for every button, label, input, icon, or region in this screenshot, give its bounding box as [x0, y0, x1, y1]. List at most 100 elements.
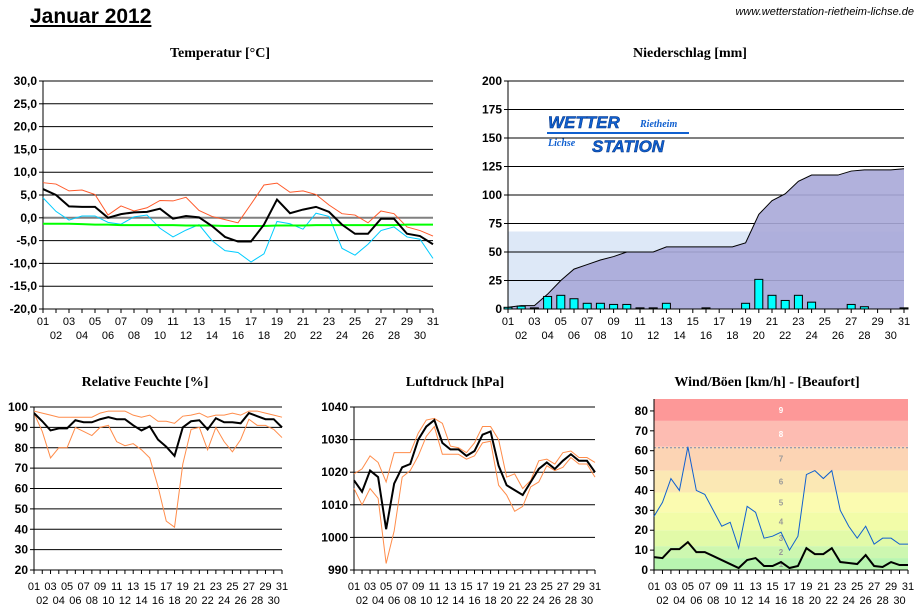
beaufort-label: 9 [779, 406, 784, 415]
x-tick-label: 16 [232, 330, 244, 342]
x-tick-label: 11 [167, 316, 178, 328]
x-tick-label: 19 [271, 316, 283, 328]
x-tick-label: 17 [476, 581, 488, 593]
x-tick-label: 16 [152, 595, 164, 607]
y-tick-label: 25 [489, 274, 503, 288]
x-tick-label: 08 [128, 330, 140, 342]
y-tick-label: 30 [15, 543, 29, 557]
x-tick-label: 20 [284, 330, 296, 342]
x-tick-label: 31 [276, 581, 288, 593]
x-tick-label: 07 [396, 581, 408, 593]
x-tick-label: 05 [682, 581, 694, 593]
x-tick-label: 20 [809, 595, 821, 607]
precip-bar [767, 294, 777, 310]
y-tick-label: 40 [635, 483, 649, 497]
x-tick-label: 27 [868, 581, 880, 593]
logo-divider [547, 132, 689, 134]
x-tick-label: 16 [468, 595, 480, 607]
x-tick-label: 15 [766, 581, 778, 593]
y-tick-label: 25,0 [14, 97, 38, 111]
precip-bar [846, 303, 856, 310]
wind-chart: 1234567898070605040302010001020304050607… [635, 399, 914, 607]
y-tick-label: 20 [15, 563, 29, 577]
x-tick-label: 31 [427, 316, 439, 328]
wind-chart-title: Wind/Böen [km/h] - [Beaufort] [674, 375, 860, 390]
x-tick-label: 08 [404, 595, 416, 607]
x-tick-label: 05 [89, 316, 101, 328]
x-tick-label: 15 [687, 316, 699, 328]
x-tick-label: 11 [634, 316, 645, 328]
x-tick-label: 03 [63, 316, 75, 328]
x-tick-label: 13 [660, 316, 672, 328]
x-tick-label: 01 [502, 316, 514, 328]
pressure-min-series [353, 425, 596, 564]
precip-bar [780, 299, 790, 310]
y-tick-label: 90 [15, 420, 29, 434]
x-tick-label: 26 [235, 595, 247, 607]
x-tick-label: 01 [348, 581, 360, 593]
precip-bar [569, 298, 579, 310]
x-tick-label: 31 [902, 581, 914, 593]
x-tick-label: 26 [860, 595, 872, 607]
x-tick-label: 06 [568, 330, 580, 342]
x-tick-label: 23 [323, 316, 335, 328]
x-tick-label: 24 [533, 595, 545, 607]
x-tick-label: 06 [690, 595, 702, 607]
x-tick-label: 10 [621, 330, 633, 342]
x-tick-label: 13 [127, 581, 139, 593]
pressure-chart-title: Luftdruck [hPa] [405, 375, 505, 390]
x-tick-label: 01 [37, 316, 49, 328]
y-tick-label: 100 [482, 188, 502, 202]
x-tick-label: 05 [555, 316, 567, 328]
beaufort-label: 8 [779, 430, 784, 439]
x-tick-label: 17 [783, 581, 795, 593]
x-tick-label: 07 [581, 316, 593, 328]
x-tick-label: 23 [525, 581, 537, 593]
y-tick-label: 10 [635, 543, 649, 557]
x-tick-label: 30 [581, 595, 593, 607]
x-tick-label: 20 [501, 595, 513, 607]
x-tick-label: 13 [444, 581, 456, 593]
website-url: www.wetterstation-rietheim-lichse.de [735, 6, 914, 18]
y-tick-label: 200 [482, 74, 502, 88]
x-tick-label: 09 [716, 581, 728, 593]
beaufort-label: 3 [779, 534, 784, 543]
precip-bar [754, 278, 764, 310]
x-tick-label: 04 [673, 595, 685, 607]
x-tick-label: 02 [515, 330, 527, 342]
x-tick-label: 02 [656, 595, 668, 607]
x-tick-label: 22 [201, 595, 213, 607]
x-tick-label: 21 [509, 581, 521, 593]
pressure-chart: 1040103010201010100099001020304050607080… [321, 400, 601, 607]
x-tick-label: 26 [832, 330, 844, 342]
x-tick-label: 19 [492, 581, 504, 593]
x-tick-label: 22 [779, 330, 791, 342]
beaufort-label: 5 [779, 498, 784, 507]
humidity-chart-title: Relative Feuchte [%] [81, 375, 209, 390]
x-tick-label: 19 [177, 581, 189, 593]
y-tick-label: 1000 [321, 530, 348, 544]
x-tick-label: 15 [460, 581, 472, 593]
wind-gust-series [653, 446, 908, 552]
x-tick-label: 11 [733, 581, 744, 593]
x-tick-label: 15 [219, 316, 231, 328]
x-tick-label: 12 [647, 330, 659, 342]
x-tick-label: 30 [885, 330, 897, 342]
y-tick-label: 15,0 [14, 142, 38, 156]
x-tick-label: 11 [429, 581, 440, 593]
y-tick-label: 60 [635, 444, 649, 458]
x-tick-label: 28 [858, 330, 870, 342]
x-tick-label: 14 [206, 330, 218, 342]
x-tick-label: 18 [484, 595, 496, 607]
temperature-chart-title: Temperatur [°C] [169, 46, 271, 61]
precip-bar [807, 301, 817, 310]
y-tick-label: 20 [635, 523, 649, 537]
y-tick-label: 0 [495, 302, 502, 316]
x-tick-label: 09 [94, 581, 106, 593]
y-tick-label: 80 [635, 404, 649, 418]
x-tick-label: 24 [805, 330, 817, 342]
x-tick-label: 17 [245, 316, 257, 328]
precip-bar [622, 303, 632, 310]
y-tick-label: 70 [15, 461, 29, 475]
x-tick-label: 02 [36, 595, 48, 607]
